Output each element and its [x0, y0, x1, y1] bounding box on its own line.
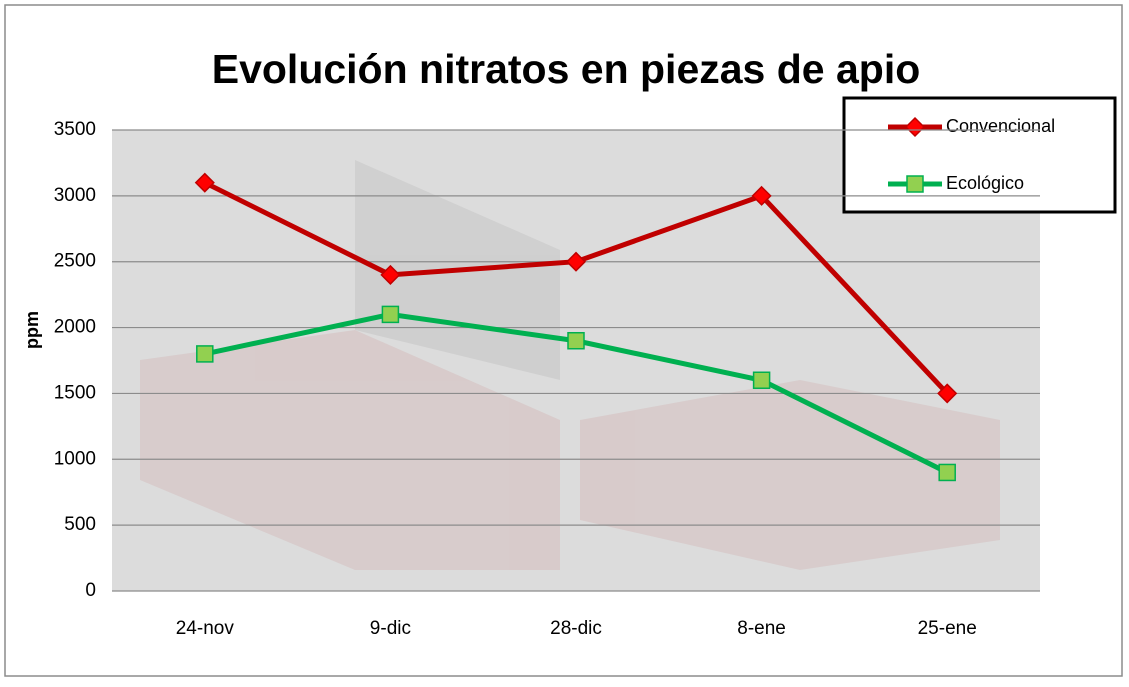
marker [906, 175, 924, 193]
marker [752, 371, 771, 390]
y-tick-label: 500 [64, 514, 96, 535]
x-tick-label: 28-dic [550, 618, 602, 639]
legend: Convencional Ecológico [842, 96, 1117, 214]
x-tick-label: 24-nov [176, 618, 235, 639]
marker [381, 305, 400, 324]
legend-label: Convencional [946, 116, 1055, 136]
marker [937, 383, 958, 404]
background-decoration [140, 160, 1000, 570]
marker [194, 172, 215, 193]
marker [938, 463, 956, 482]
y-tick-label: 3500 [54, 119, 96, 140]
marker [196, 345, 214, 363]
x-tick-label: 9-dic [370, 618, 411, 639]
marker [904, 116, 926, 138]
y-tick-label: 2500 [54, 251, 96, 272]
y-tick-label: 0 [85, 580, 96, 601]
y-tick-label: 2000 [54, 317, 96, 338]
y-axis-label: ppm [22, 311, 42, 349]
marker [751, 185, 772, 206]
legend-label: Ecológico [946, 173, 1024, 193]
chart-title: Evolución nitratos en piezas de apio [212, 46, 921, 92]
x-tick-label: 25-ene [918, 618, 977, 639]
y-tick-label: 3000 [54, 185, 96, 206]
marker [565, 251, 587, 272]
legend-frame [842, 96, 1117, 214]
x-tick-label: 8-ene [737, 618, 786, 639]
y-tick-label: 1000 [54, 448, 96, 469]
marker [567, 331, 585, 350]
y-tick-label: 1500 [54, 382, 96, 403]
marker [380, 264, 401, 285]
